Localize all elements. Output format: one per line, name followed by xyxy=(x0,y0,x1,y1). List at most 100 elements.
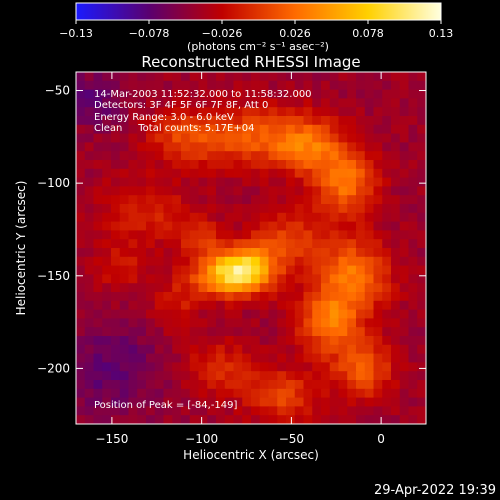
heatmap-cell xyxy=(408,124,418,135)
heatmap-cell xyxy=(277,204,287,214)
heatmap-cell xyxy=(373,344,383,355)
heatmap-cell xyxy=(146,230,156,240)
heatmap-cell xyxy=(329,309,340,319)
heatmap-cell xyxy=(382,248,392,258)
heatmap-cell xyxy=(172,160,182,170)
heatmap-cell xyxy=(321,371,331,381)
heatmap-cell xyxy=(373,142,383,152)
heatmap-cell xyxy=(76,160,86,170)
heatmap-cell xyxy=(154,406,165,416)
heatmap-cell xyxy=(224,239,235,249)
heatmap-cell xyxy=(338,124,348,135)
heatmap-cell xyxy=(224,380,235,390)
heatmap-cell xyxy=(268,142,278,152)
heatmap-cell xyxy=(382,309,392,319)
heatmap-cell xyxy=(382,327,392,337)
heatmap-cell xyxy=(224,256,235,267)
heatmap-cell xyxy=(111,72,121,82)
heatmap-cell xyxy=(338,142,348,152)
heatmap-cell xyxy=(312,124,322,135)
heatmap-cell xyxy=(189,89,200,99)
heatmap-cell xyxy=(268,406,278,416)
heatmap-cell xyxy=(163,142,173,152)
heatmap-cell xyxy=(338,336,348,346)
heatmap-cell xyxy=(216,230,226,240)
heatmap-cell xyxy=(303,248,313,258)
heatmap-cell xyxy=(181,256,191,267)
heatmap-cell xyxy=(294,186,305,196)
heatmap-cell xyxy=(146,380,156,390)
heatmap-cell xyxy=(373,98,383,108)
heatmap-cell xyxy=(242,248,252,258)
heatmap-cell xyxy=(111,107,121,117)
heatmap-cell xyxy=(303,230,313,240)
heatmap-cell xyxy=(119,98,130,108)
heatmap-cell xyxy=(347,72,357,82)
heatmap-cell xyxy=(224,309,235,319)
heatmap-cell xyxy=(242,388,252,399)
heatmap-cell xyxy=(338,256,348,267)
heatmap-cell xyxy=(181,362,191,372)
heatmap-cell xyxy=(286,239,296,249)
heatmap-cell xyxy=(76,248,86,258)
heatmap-cell xyxy=(233,186,243,196)
heatmap-cell xyxy=(312,248,322,258)
heatmap-cell xyxy=(329,388,340,399)
heatmap-cell xyxy=(102,318,112,328)
heatmap-cell xyxy=(93,80,103,91)
heatmap-cell xyxy=(181,160,191,170)
heatmap-cell xyxy=(268,309,278,319)
heatmap-cell xyxy=(277,397,287,407)
heatmap-cell xyxy=(207,89,217,99)
heatmap-cell xyxy=(382,133,392,143)
colorbar-tick-label: −0.13 xyxy=(59,27,93,40)
heatmap-cell xyxy=(338,107,348,117)
heatmap-cell xyxy=(181,265,191,275)
heatmap-cell xyxy=(93,336,103,346)
heatmap-cell xyxy=(321,133,331,143)
heatmap-cell xyxy=(408,300,418,311)
heatmap-cell xyxy=(76,80,86,91)
heatmap-cell xyxy=(128,116,138,126)
heatmap-cell xyxy=(198,336,208,346)
heatmap-cell xyxy=(154,248,165,258)
heatmap-cell xyxy=(268,160,278,170)
heatmap-cell xyxy=(93,309,103,319)
heatmap-cell xyxy=(154,327,165,337)
heatmap-cell xyxy=(198,124,208,135)
heatmap-cell xyxy=(329,89,340,99)
heatmap-cell xyxy=(189,265,200,275)
heatmap-cell xyxy=(216,283,226,293)
heatmap-cell xyxy=(408,283,418,293)
heatmap-cell xyxy=(338,168,348,179)
heatmap-cell xyxy=(338,380,348,390)
heatmap-cell xyxy=(137,248,147,258)
heatmap-cell xyxy=(128,168,138,179)
heatmap-cell xyxy=(172,309,182,319)
heatmap-cell xyxy=(312,318,322,328)
heatmap-cell xyxy=(128,221,138,231)
heatmap-cell xyxy=(321,142,331,152)
heatmap-cell xyxy=(347,116,357,126)
heatmap-cell xyxy=(382,168,392,179)
heatmap-cell xyxy=(408,160,418,170)
heatmap-cell xyxy=(146,362,156,372)
heatmap-cell xyxy=(294,344,305,355)
heatmap-cell xyxy=(102,344,112,355)
plot-frame xyxy=(75,71,427,425)
heatmap-cell xyxy=(111,318,121,328)
heatmap-cell xyxy=(93,406,103,416)
heatmap-cell xyxy=(338,283,348,293)
heatmap-cell xyxy=(356,230,366,240)
heatmap-cell xyxy=(76,72,86,82)
heatmap-cell xyxy=(417,415,426,424)
heatmap-cell xyxy=(111,309,121,319)
heatmap-cell xyxy=(286,353,296,363)
heatmap-cell xyxy=(93,177,103,187)
heatmap-cell xyxy=(312,195,322,205)
heatmap-cell xyxy=(128,397,138,407)
heatmap-cell xyxy=(102,124,112,135)
heatmap-cell xyxy=(391,292,401,302)
annotation-energy-range: Energy Range: 3.0 - 6.0 keV xyxy=(94,112,234,123)
heatmap-cell xyxy=(233,380,243,390)
